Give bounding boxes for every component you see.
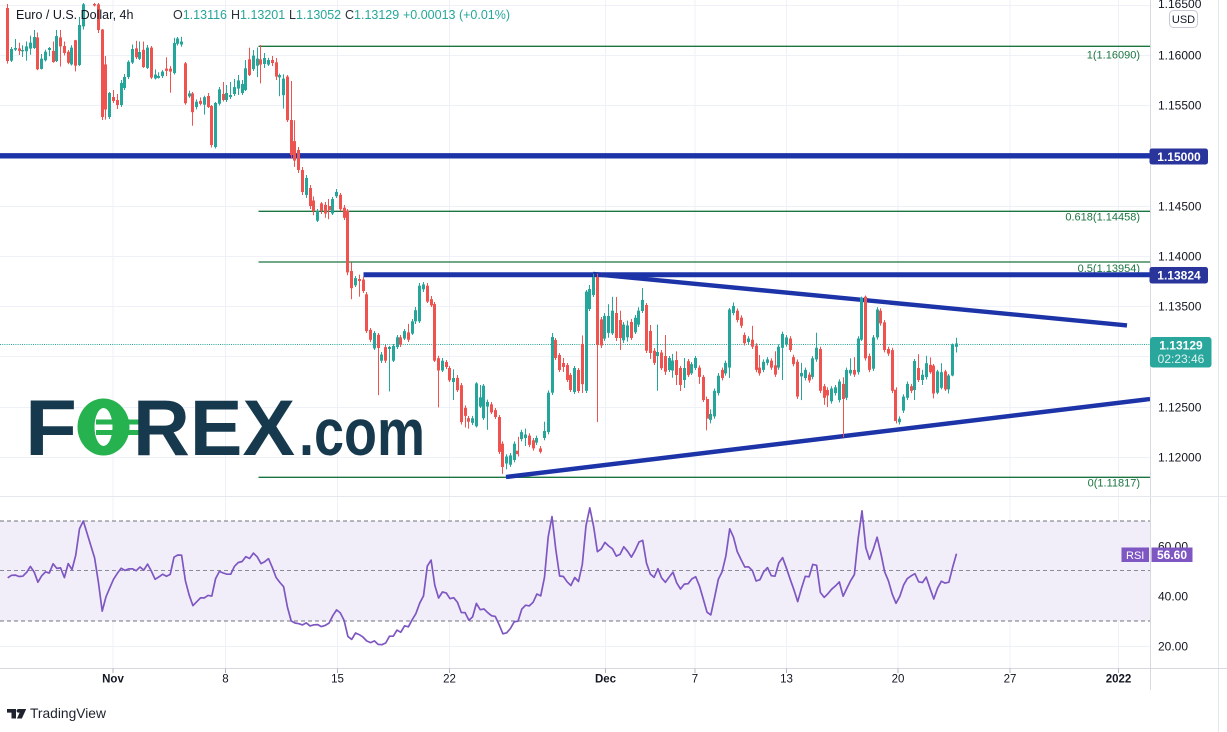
svg-text:USD: USD bbox=[1172, 14, 1195, 26]
svg-text:1.16000: 1.16000 bbox=[1158, 49, 1202, 63]
svg-text:O1.13116: O1.13116 bbox=[173, 8, 227, 22]
svg-text:1.14000: 1.14000 bbox=[1158, 250, 1202, 264]
svg-text:H1.13201: H1.13201 bbox=[231, 8, 285, 22]
svg-text:22: 22 bbox=[443, 674, 456, 686]
svg-text:0(1.11817): 0(1.11817) bbox=[1088, 478, 1140, 490]
svg-text:L1.13052: L1.13052 bbox=[289, 8, 341, 22]
svg-text:TradingView: TradingView bbox=[30, 706, 106, 721]
svg-text:1(1.16090): 1(1.16090) bbox=[1087, 50, 1140, 62]
svg-text:Euro / U.S. Dollar, 4h: Euro / U.S. Dollar, 4h bbox=[16, 8, 133, 22]
svg-text:RSI: RSI bbox=[1126, 550, 1144, 562]
svg-text:Dec: Dec bbox=[595, 674, 617, 686]
svg-text:7: 7 bbox=[692, 674, 698, 686]
svg-text:F: F bbox=[25, 383, 77, 472]
svg-text:1.12000: 1.12000 bbox=[1158, 451, 1202, 465]
svg-text:1.14500: 1.14500 bbox=[1158, 200, 1202, 214]
svg-text:1.12500: 1.12500 bbox=[1158, 401, 1202, 415]
svg-text:REX: REX bbox=[133, 383, 295, 472]
svg-text:1.15500: 1.15500 bbox=[1158, 99, 1202, 113]
svg-text:1.16500: 1.16500 bbox=[1158, 0, 1202, 11]
svg-text:0.618(1.14458): 0.618(1.14458) bbox=[1065, 212, 1140, 224]
svg-text:1.13129: 1.13129 bbox=[1159, 339, 1203, 353]
svg-text:C1.13129: C1.13129 bbox=[345, 8, 399, 22]
svg-text:8: 8 bbox=[222, 674, 228, 686]
svg-text:40.00: 40.00 bbox=[1158, 590, 1188, 604]
svg-text:13: 13 bbox=[780, 674, 793, 686]
svg-text:0.5(1.13954): 0.5(1.13954) bbox=[1078, 263, 1140, 275]
svg-text:27: 27 bbox=[1004, 674, 1017, 686]
svg-text:+0.00013 (+0.01%): +0.00013 (+0.01%) bbox=[403, 8, 510, 22]
svg-text:20.00: 20.00 bbox=[1158, 640, 1188, 654]
svg-text:2022: 2022 bbox=[1106, 674, 1132, 686]
svg-text:Nov: Nov bbox=[102, 674, 124, 686]
svg-text:20: 20 bbox=[892, 674, 905, 686]
svg-text:56.60: 56.60 bbox=[1157, 548, 1187, 562]
svg-text:1.15000: 1.15000 bbox=[1157, 150, 1201, 164]
svg-text:02:23:46: 02:23:46 bbox=[1158, 352, 1205, 366]
svg-text:1.13500: 1.13500 bbox=[1158, 300, 1202, 314]
svg-text:15: 15 bbox=[331, 674, 344, 686]
svg-text:.com: .com bbox=[299, 395, 425, 469]
svg-text:1.13824: 1.13824 bbox=[1157, 269, 1201, 283]
